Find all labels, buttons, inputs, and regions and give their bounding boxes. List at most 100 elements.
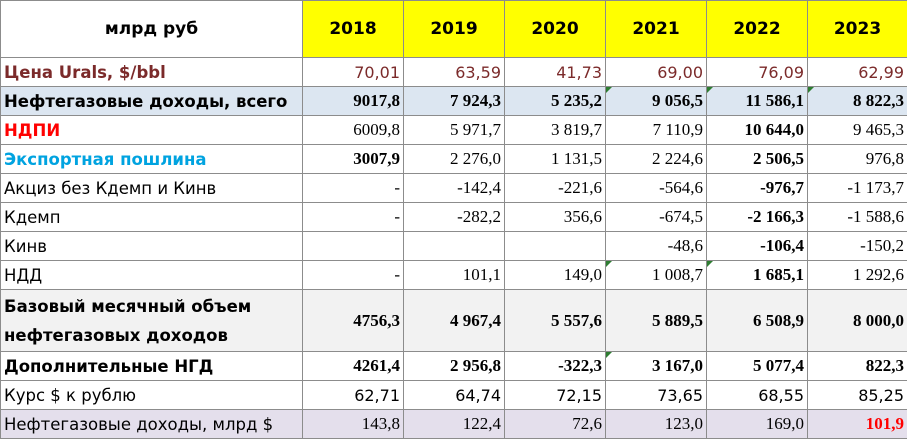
row-label: Кдемп [1,203,303,232]
row-label: Курс $ к рублю [1,381,303,410]
cell: - [303,174,404,203]
cell: 62,99 [808,58,907,87]
cell: -976,7 [707,174,808,203]
cell: 69,00 [606,58,707,87]
cell: 123,0 [606,410,707,439]
cell: - [303,261,404,290]
cell: 101,9 [808,410,907,439]
excise-row: Акциз без Кдемп и Кинв - -142,4 -221,6 -… [1,174,907,203]
export-duty-row: Экспортная пошлина 3007,9 2 276,0 1 131,… [1,145,907,174]
cell: 11 586,1 [707,87,808,116]
cell: -106,4 [707,232,808,261]
cell: 6009,8 [303,116,404,145]
cell: -2 166,3 [707,203,808,232]
cell: 72,15 [505,381,606,410]
cell: 4 967,4 [404,290,505,352]
row-label: Нефтегазовые доходы, всего [1,87,303,116]
cell: -1 588,6 [808,203,907,232]
cell: 8 822,3 [808,87,907,116]
cell: 64,74 [404,381,505,410]
row-label: Акциз без Кдемп и Кинв [1,174,303,203]
ndpi-row: НДПИ 6009,8 5 971,7 3 819,7 7 110,9 10 6… [1,116,907,145]
row-label: Нефтегазовые доходы, млрд $ [1,410,303,439]
cell: -221,6 [505,174,606,203]
cell: 70,01 [303,58,404,87]
cell [505,232,606,261]
year-header: 2020 [505,1,606,58]
cell: 822,3 [808,352,907,381]
cell: -282,2 [404,203,505,232]
cell: 41,73 [505,58,606,87]
year-header: 2022 [707,1,808,58]
cell: 63,59 [404,58,505,87]
cell: 5 889,5 [606,290,707,352]
kinv-row: Кинв -48,6 -106,4 -150,2 [1,232,907,261]
urals-price-row: Цена Urals, $/bbl 70,01 63,59 41,73 69,0… [1,58,907,87]
cell: 2 506,5 [707,145,808,174]
cell: 2 956,8 [404,352,505,381]
cell: 72,6 [505,410,606,439]
cell: 1 685,1 [707,261,808,290]
cell: 149,0 [505,261,606,290]
year-header: 2021 [606,1,707,58]
cell: 7 924,3 [404,87,505,116]
cell: -142,4 [404,174,505,203]
cell: -674,5 [606,203,707,232]
cell: 101,1 [404,261,505,290]
row-label: Экспортная пошлина [1,145,303,174]
row-label: Кинв [1,232,303,261]
cell: -48,6 [606,232,707,261]
cell: 1 292,6 [808,261,907,290]
year-header: 2018 [303,1,404,58]
cell: 5 077,4 [707,352,808,381]
kdemp-row: Кдемп - -282,2 356,6 -674,5 -2 166,3 -1 … [1,203,907,232]
cell: 68,55 [707,381,808,410]
usd-revenue-row: Нефтегазовые доходы, млрд $ 143,8 122,4 … [1,410,907,439]
cell: 9017,8 [303,87,404,116]
row-label: НДД [1,261,303,290]
cell: 5 235,2 [505,87,606,116]
cell: 2 276,0 [404,145,505,174]
cell [404,232,505,261]
cell: 976,8 [808,145,907,174]
cell: 85,25 [808,381,907,410]
cell: 5 557,6 [505,290,606,352]
cell: 2 224,6 [606,145,707,174]
cell: 73,65 [606,381,707,410]
cell [303,232,404,261]
cell: 9 465,3 [808,116,907,145]
ndd-row: НДД - 101,1 149,0 1 008,7 1 685,1 1 292,… [1,261,907,290]
cell: 10 644,0 [707,116,808,145]
cell: -150,2 [808,232,907,261]
cell: 3 819,7 [505,116,606,145]
cell: 8 000,0 [808,290,907,352]
cell: 7 110,9 [606,116,707,145]
cell: 76,09 [707,58,808,87]
cell: 4756,3 [303,290,404,352]
row-label: Цена Urals, $/bbl [1,58,303,87]
cell: 4261,4 [303,352,404,381]
cell: 356,6 [505,203,606,232]
cell: -1 173,7 [808,174,907,203]
year-header: 2023 [808,1,907,58]
year-header: 2019 [404,1,505,58]
units-header: млрд руб [1,1,303,58]
cell: -564,6 [606,174,707,203]
row-label: Базовый месячный объем нефтегазовых дохо… [1,290,303,352]
cell: 1 008,7 [606,261,707,290]
row-label: Дополнительные НГД [1,352,303,381]
total-revenue-row: Нефтегазовые доходы, всего 9017,8 7 924,… [1,87,907,116]
base-revenue-row: Базовый месячный объем нефтегазовых дохо… [1,290,907,352]
fx-rate-row: Курс $ к рублю 62,71 64,74 72,15 73,65 6… [1,381,907,410]
cell: 62,71 [303,381,404,410]
cell: - [303,203,404,232]
cell: 122,4 [404,410,505,439]
cell: 3007,9 [303,145,404,174]
row-label: НДПИ [1,116,303,145]
additional-revenue-row: Дополнительные НГД 4261,4 2 956,8 -322,3… [1,352,907,381]
cell: 169,0 [707,410,808,439]
cell: 3 167,0 [606,352,707,381]
cell: 6 508,9 [707,290,808,352]
cell: 1 131,5 [505,145,606,174]
